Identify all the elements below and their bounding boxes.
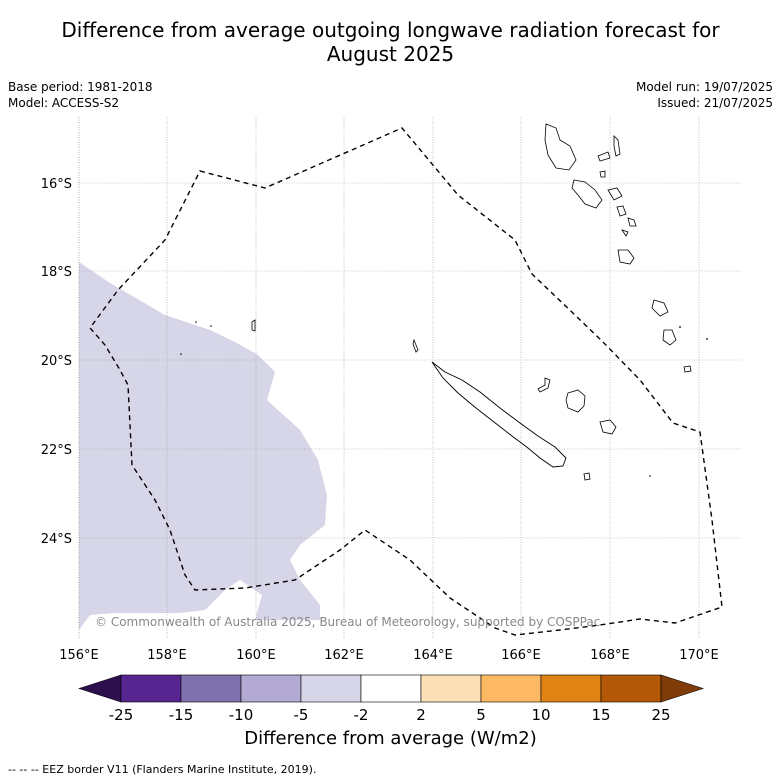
map-title-line2: August 2025: [326, 42, 455, 66]
lon-label: 158°E: [147, 648, 187, 663]
colorbar-segment: [360, 674, 422, 703]
lon-label: 160°E: [236, 648, 276, 663]
colorbar-segment: [240, 674, 302, 703]
colorbar-tick-label: 5: [476, 706, 486, 724]
grid-lines: [79, 117, 742, 638]
eez-border: [89, 127, 723, 636]
belep-islands-coastline: [412, 338, 419, 353]
colorbar-tick-label: -15: [169, 706, 194, 724]
lon-label: 164°E: [413, 648, 453, 663]
lat-label: 16°S: [41, 177, 72, 192]
colorbar-tick-label: 10: [531, 706, 550, 724]
colorbar-tick-label: -2: [354, 706, 369, 724]
colorbar-tick-label: 2: [416, 706, 426, 724]
lon-label: 156°E: [59, 648, 99, 663]
model-run-text: Model run: 19/07/2025: [635, 80, 773, 94]
meta-left: Base period: 1981-2018 Model: ACCESS-S2: [8, 79, 153, 111]
colorbar-tick-label: -5: [294, 706, 309, 724]
colorbar-segment: [600, 674, 662, 703]
lat-label: 22°S: [41, 443, 72, 458]
chesterfield-reef-coastline: [251, 319, 256, 332]
colorbar-segment: [120, 674, 182, 703]
mare-coastline: [599, 419, 617, 435]
colorbar: [78, 674, 704, 703]
isle-of-pines-coastline: [583, 472, 591, 481]
colorbar-title: Difference from average (W/m2): [244, 728, 537, 749]
lat-label: 18°S: [41, 265, 72, 280]
issued-text: Issued: 21/07/2025: [657, 96, 773, 110]
lon-label: 170°E: [679, 648, 719, 663]
copyright-text: © Commonwealth of Australia 2025, Bureau…: [95, 615, 600, 629]
colorbar-tick-label: 15: [591, 706, 610, 724]
colorbar-segment: [420, 674, 482, 703]
lat-label: 24°S: [41, 532, 72, 547]
map-title-line1: Difference from average outgoing longwav…: [61, 18, 720, 42]
ouvea-coastline: [537, 377, 551, 393]
colorbar-segment: [180, 674, 242, 703]
lon-label: 162°E: [324, 648, 364, 663]
colorbar-tick-label: -10: [229, 706, 254, 724]
colorbar-segment: [480, 674, 542, 703]
colorbar-left-extension: [78, 674, 122, 703]
colorbar-segment: [540, 674, 602, 703]
colorbar-tick-label: -25: [109, 706, 134, 724]
lat-label: 20°S: [41, 354, 72, 369]
lifou-coastline: [565, 389, 586, 413]
colorbar-tick-label: 25: [651, 706, 670, 724]
new-caledonia-coastline: [431, 361, 567, 468]
map-title: Difference from average outgoing longwav…: [0, 18, 781, 66]
base-period-text: Base period: 1981-2018: [8, 80, 153, 94]
lon-label: 168°E: [590, 648, 630, 663]
meta-right: Model run: 19/07/2025 Issued: 21/07/2025: [636, 79, 773, 111]
colorbar-right-extension: [660, 674, 704, 703]
lon-label: 166°E: [501, 648, 541, 663]
model-text: Model: ACCESS-S2: [8, 96, 120, 110]
anomaly-region: [79, 262, 327, 630]
vanuatu-coastline: [544, 123, 692, 373]
colorbar-segment: [300, 674, 362, 703]
eez-legend-text: -- -- -- EEZ border V11 (Flanders Marine…: [8, 763, 317, 776]
